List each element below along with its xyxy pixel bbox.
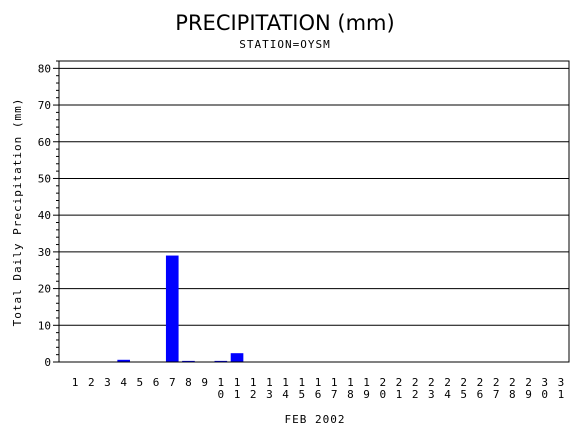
x-tick-label: 1 (315, 376, 322, 389)
x-tick-label: 2 (250, 388, 257, 401)
x-tick-label: 7 (493, 388, 500, 401)
x-tick-label: 2 (493, 376, 500, 389)
x-tick-label: 0 (218, 388, 225, 401)
x-tick-label: 9 (525, 388, 532, 401)
chart-subtitle: STATION=OYSM (239, 38, 330, 51)
x-tick-label: 1 (282, 376, 289, 389)
x-tick-label: 1 (234, 388, 241, 401)
x-tick-label: 1 (396, 388, 403, 401)
x-tick-label: 8 (347, 388, 354, 401)
plot-frame (58, 60, 570, 363)
x-tick-label: 1 (266, 376, 273, 389)
x-tick-label: 9 (363, 388, 370, 401)
x-tick-label: 2 (88, 376, 95, 389)
y-tick-label: 0 (44, 356, 51, 369)
x-tick-label: 9 (201, 376, 208, 389)
x-axis-label: FEB 2002 (285, 413, 346, 426)
x-tick-label: 2 (412, 376, 419, 389)
x-tick-label: 0 (541, 388, 548, 401)
y-tick-label: 70 (38, 99, 51, 112)
y-tick-label: 50 (38, 172, 51, 185)
y-ticks: 0 10 20 30 40 50 60 70 80 (38, 60, 59, 369)
grid-lines (59, 67, 569, 326)
x-tick-label: 1 (298, 376, 305, 389)
x-tick-label: 7 (331, 388, 338, 401)
x-tick-label: 5 (137, 376, 144, 389)
x-tick-label: 2 (460, 376, 467, 389)
x-tick-label: 4 (282, 388, 289, 401)
x-tick-label: 3 (541, 376, 548, 389)
x-tick-label: 3 (104, 376, 111, 389)
x-tick-label: 2 (379, 376, 386, 389)
bar (230, 353, 244, 362)
x-tick-label: 3 (266, 388, 273, 401)
x-tick-label: 6 (315, 388, 322, 401)
x-tick-label: 0 (379, 388, 386, 401)
y-axis-label: Total Daily Precipitation (mm) (11, 98, 24, 327)
x-tick-label: 1 (558, 388, 565, 401)
x-tick-label: 1 (218, 376, 225, 389)
x-tick-label: 1 (72, 376, 79, 389)
x-tick-label: 8 (185, 376, 192, 389)
x-tick-label: 2 (477, 376, 484, 389)
x-tick-label: 8 (509, 388, 516, 401)
x-ticks: 1 2 3 4 5 6 7 8 9 1011121314151617181920212223242… (72, 376, 564, 401)
x-tick-label: 1 (331, 376, 338, 389)
x-tick-label: 5 (460, 388, 467, 401)
y-tick-label: 20 (38, 283, 51, 296)
x-tick-label: 2 (444, 376, 451, 389)
x-tick-label: 1 (250, 376, 257, 389)
y-tick-label: 80 (38, 62, 51, 75)
x-tick-label: 4 (120, 376, 127, 389)
x-tick-label: 2 (428, 376, 435, 389)
y-tick-label: 60 (38, 136, 51, 149)
bar (165, 255, 179, 362)
x-tick-label: 1 (234, 376, 241, 389)
x-tick-label: 2 (509, 376, 516, 389)
x-tick-label: 1 (347, 376, 354, 389)
bar (117, 359, 130, 362)
x-tick-label: 2 (412, 388, 419, 401)
x-tick-label: 4 (444, 388, 451, 401)
x-tick-label: 3 (558, 376, 565, 389)
x-tick-label: 3 (428, 388, 435, 401)
y-tick-label: 10 (38, 319, 51, 332)
chart-title: PRECIPITATION (mm) (175, 11, 394, 35)
x-tick-label: 2 (396, 376, 403, 389)
x-tick-label: 6 (477, 388, 484, 401)
y-tick-label: 30 (38, 246, 51, 259)
x-tick-label: 2 (525, 376, 532, 389)
x-tick-label: 7 (169, 376, 176, 389)
x-tick-label: 6 (153, 376, 160, 389)
y-tick-label: 40 (38, 209, 51, 222)
x-tick-label: 5 (298, 388, 305, 401)
x-tick-label: 1 (363, 376, 370, 389)
bars (117, 255, 244, 363)
